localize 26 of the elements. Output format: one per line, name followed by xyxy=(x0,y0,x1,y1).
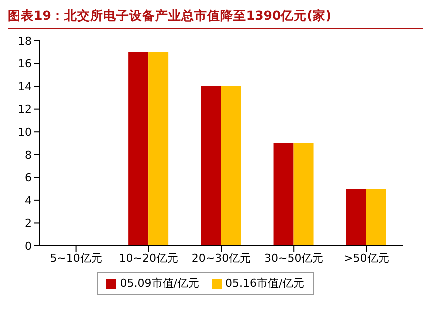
y-tick-label: 6 xyxy=(25,172,32,185)
y-tick-label: 4 xyxy=(25,194,32,208)
legend-label: 05.16市值/亿元 xyxy=(224,276,305,291)
bar xyxy=(366,189,386,246)
y-tick-label: 2 xyxy=(25,217,32,230)
y-tick-label: 12 xyxy=(18,103,32,116)
bar xyxy=(274,144,294,246)
chart-title: 图表19：北交所电子设备产业总市值降至1390亿元(家) xyxy=(8,8,423,29)
x-tick-label: >50亿元 xyxy=(344,252,390,265)
x-tick-label: 20~30亿元 xyxy=(192,252,252,265)
y-tick-label: 16 xyxy=(18,58,32,71)
x-tick-label: 30~50亿元 xyxy=(264,252,324,265)
bar xyxy=(346,189,366,246)
y-tick-label: 10 xyxy=(18,126,32,140)
bar xyxy=(294,144,314,246)
y-tick-label: 14 xyxy=(18,80,32,94)
legend-label: 05.09市值/亿元 xyxy=(119,276,200,291)
x-tick-label: 5~10亿元 xyxy=(50,252,102,265)
bar xyxy=(221,86,242,246)
bar xyxy=(128,52,149,246)
y-tick-label: 8 xyxy=(25,148,32,162)
y-tick-label: 18 xyxy=(18,34,32,48)
x-tick-label: 10~20亿元 xyxy=(119,252,179,265)
bar xyxy=(201,86,222,246)
bar xyxy=(148,52,169,246)
y-tick-label: 0 xyxy=(25,240,32,253)
